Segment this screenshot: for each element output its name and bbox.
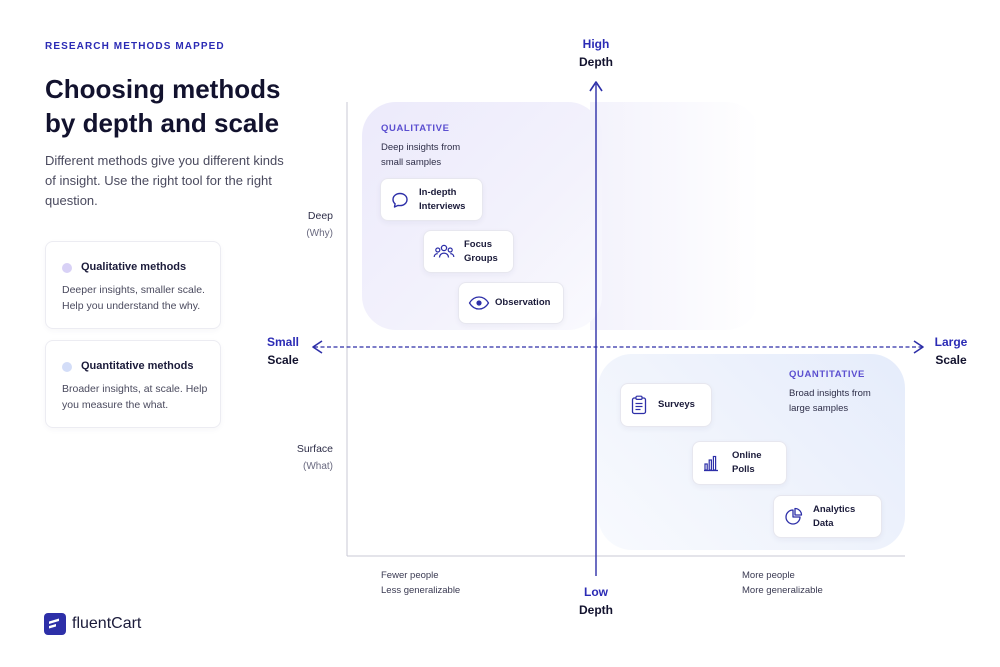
method-label-line2: Data [813,517,834,529]
more-line2: More generalizable [742,585,823,596]
legend-title: Qualitative methods [81,261,187,273]
axis-bottom-accent: Low [584,585,608,599]
axis-left-accent: Small [266,335,299,349]
qualitative-region-fade [590,102,760,330]
method-card-analytics-data[interactable]: Analytics Data [773,495,882,538]
method-label: Surveys [658,399,695,410]
axis-left-label: Small Scale [258,335,308,367]
qualitative-desc-line2: small samples [381,157,442,168]
axis-left-text: Scale [267,353,299,367]
legend-title: Quantitative methods [81,360,194,372]
method-label-line1: Analytics [813,503,856,515]
deep-label-sub: (Why) [306,228,333,239]
axis-top-label: High Depth [566,37,626,69]
logo-mark-icon [44,613,66,635]
method-card-focus-groups[interactable]: Focus Groups [423,230,514,273]
legend-text: Deeper insights, smaller scale. Help you… [62,284,205,312]
method-label: Analytics Data [813,503,855,531]
fewer-line1: Fewer people [381,570,439,581]
method-label-line2: Interviews [419,200,466,212]
method-label-line2: Polls [732,464,755,475]
method-label-line1: Online [732,450,762,461]
axis-bottom-label: Low Depth [566,585,626,617]
scale-axis-left-arrow-icon [312,340,323,354]
qualitative-desc-line1: Deep insights from [381,142,461,153]
axis-top-text: Depth [579,55,613,69]
axis-right-accent: Large [934,335,968,349]
method-label: Observation [495,297,551,308]
method-label: Online Polls [732,449,762,477]
page-description: Different methods give you different kin… [45,153,284,208]
method-card-observation[interactable]: Observation [458,282,564,324]
method-card-online-polls[interactable]: Online Polls [692,441,787,485]
method-label-line1: In-depth [419,186,457,198]
method-label-line2: Groups [464,252,498,264]
legend-dot-qualitative [62,263,72,273]
deep-label: Deep (Why) [270,208,333,242]
axis-top-accent: High [582,37,610,51]
qualitative-region-label: QUALITATIVE Deep insights from small sam… [381,123,460,170]
method-card-interviews[interactable]: In-depth Interviews [380,178,483,221]
quantitative-desc-line2: large samples [789,403,849,414]
method-card-surveys[interactable]: Surveys [620,383,712,427]
chat-bubble-icon [392,192,408,208]
fewer-line2: Less generalizable [381,585,461,596]
logo-glyph-icon [49,618,59,629]
brand-name: fluentCart [72,615,142,632]
eye-icon [468,296,490,310]
quantitative-label: QUANTITATIVE [789,369,865,380]
surface-label-sub: (What) [303,461,333,472]
legend-dot-quantitative [62,362,72,372]
fewer-people-label: Fewer people Less generalizable [381,568,460,598]
more-line1: More people [742,570,795,581]
depth-axis-arrow-icon [589,81,603,92]
pie-chart-icon [785,507,803,525]
axis-bottom-text: Depth [579,603,613,617]
quantitative-region-label: QUANTITATIVE Broad insights from large s… [789,369,871,416]
surface-label: Surface (What) [270,441,333,475]
method-label-line1: Focus [464,238,492,250]
axis-right-text: Scale [935,353,967,367]
page-title: Choosing methods by depth and scale [45,74,281,138]
bar-chart-icon [704,455,718,472]
axis-right-label: Large Scale [926,335,976,367]
legend-text: Broader insights, at scale. Help you mea… [62,383,208,411]
method-label: Focus Groups [464,238,498,266]
method-label: In-depth Interviews [419,186,465,214]
clipboard-icon [631,395,647,415]
scale-axis-right-arrow-icon [913,340,924,354]
surface-label-text: Surface [296,443,333,455]
users-icon [433,244,455,258]
deep-label-text: Deep [307,210,333,222]
qualitative-label: QUALITATIVE [381,123,450,134]
more-people-label: More people More generalizable [742,568,823,598]
eyebrow-label: RESEARCH METHODS MAPPED [45,41,225,52]
legend-card-qualitative: Qualitative methods Deeper insights, sma… [45,241,221,329]
quantitative-desc-line1: Broad insights from [789,388,871,399]
legend-card-quantitative: Quantitative methods Broader insights, a… [45,340,221,428]
